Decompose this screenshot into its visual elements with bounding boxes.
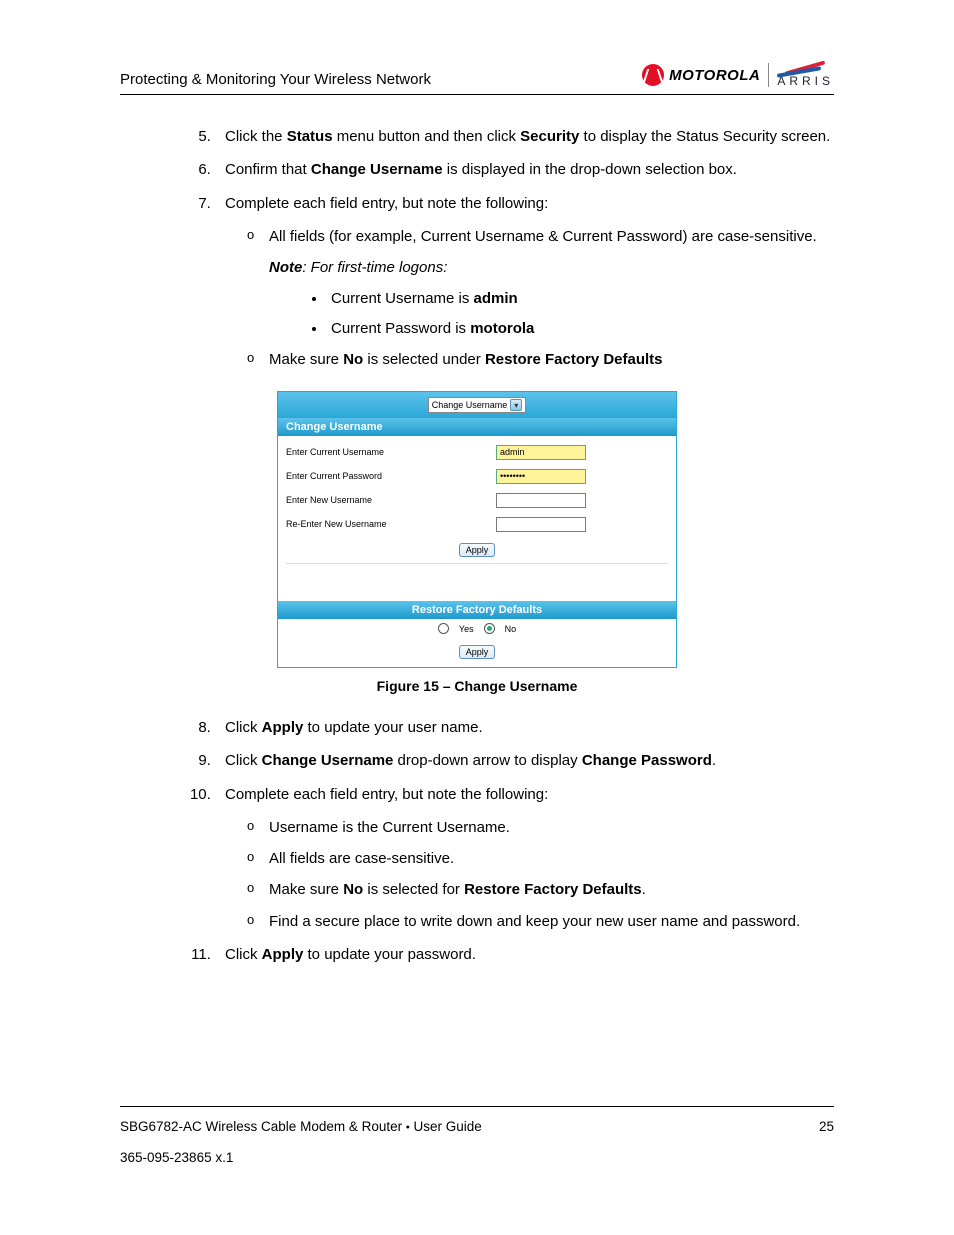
- text-bold: Security: [520, 128, 579, 145]
- text: Click: [225, 752, 262, 769]
- apply-username-button[interactable]: Apply: [459, 543, 496, 557]
- row-current-username: Enter Current Username admin: [286, 440, 668, 464]
- text-bold: Restore Factory Defaults: [464, 881, 642, 898]
- section-title: Protecting & Monitoring Your Wireless Ne…: [120, 71, 431, 88]
- text: Click the: [225, 128, 287, 145]
- footer-doc-id: 365-095-23865 x.1: [120, 1150, 834, 1165]
- row-current-password: Enter Current Password ••••••••: [286, 464, 668, 488]
- text: Current Username is: [331, 290, 474, 307]
- figure-caption: Figure 15 – Change Username: [120, 678, 834, 694]
- field-label: Enter Current Password: [286, 471, 496, 481]
- header-rule: [120, 94, 834, 95]
- text-bold: Change Username: [262, 752, 394, 769]
- text: .: [712, 752, 716, 769]
- text: Current Password is: [331, 320, 470, 337]
- step-11: Click Apply to update your password.: [215, 943, 834, 966]
- note-label: Note: [269, 259, 302, 276]
- page-footer: SBG6782-AC Wireless Cable Modem & Router…: [120, 1106, 834, 1165]
- step-9: Click Change Username drop-down arrow to…: [215, 749, 834, 772]
- radio-yes[interactable]: [438, 623, 449, 634]
- reenter-username-input[interactable]: [496, 517, 586, 532]
- current-password-input[interactable]: ••••••••: [496, 469, 586, 484]
- text: Complete each field entry, but note the …: [225, 786, 548, 803]
- instruction-list-continued: Click Apply to update your user name. Cl…: [120, 716, 834, 966]
- action-dropdown[interactable]: Change Username ▾: [428, 397, 527, 413]
- current-username-input[interactable]: admin: [496, 445, 586, 460]
- row-new-username: Enter New Username: [286, 488, 668, 512]
- motorola-icon: [642, 64, 664, 86]
- arris-swoosh-icon: [777, 62, 831, 74]
- step-10: Complete each field entry, but note the …: [215, 783, 834, 933]
- field-label: Enter Current Username: [286, 447, 496, 457]
- text: is displayed in the drop-down selection …: [443, 161, 737, 178]
- step-7: Complete each field entry, but note the …: [215, 192, 834, 372]
- bullet-username: Current Username is admin: [327, 287, 834, 310]
- arris-logo: ARRIS: [777, 62, 834, 88]
- text: Confirm that: [225, 161, 311, 178]
- text: to display the Status Security screen.: [579, 128, 830, 145]
- step-10-sub-1: Username is the Current Username.: [247, 816, 834, 839]
- footer-rule: [120, 1106, 834, 1107]
- footer-product: SBG6782-AC Wireless Cable Modem & Router…: [120, 1119, 482, 1134]
- step-10-sub-4: Find a secure place to write down and ke…: [247, 910, 834, 933]
- step-5: Click the Status menu button and then cl…: [215, 125, 834, 148]
- panel-spacer: [286, 563, 668, 597]
- bullet-password: Current Password is motorola: [327, 317, 834, 340]
- chevron-down-icon[interactable]: ▾: [510, 399, 522, 411]
- text-bold: Apply: [262, 719, 304, 736]
- text: is selected under: [363, 351, 485, 368]
- text-bold: Change Password: [582, 752, 712, 769]
- text: drop-down arrow to display: [393, 752, 581, 769]
- radio-no-label: No: [505, 624, 517, 634]
- text-bold: No: [343, 881, 363, 898]
- apply-restore-button[interactable]: Apply: [459, 645, 496, 659]
- text: is selected for: [363, 881, 464, 898]
- text: Complete each field entry, but note the …: [225, 195, 548, 212]
- text-bold: admin: [474, 290, 518, 307]
- note-text: : For first-time logons:: [302, 259, 447, 276]
- field-label: Re-Enter New Username: [286, 519, 496, 529]
- text-bold: Change Username: [311, 161, 443, 178]
- step-10-sub-2: All fields are case-sensitive.: [247, 847, 834, 870]
- change-username-panel: Change Username ▾ Change Username Enter …: [277, 391, 677, 668]
- text-bold: motorola: [470, 320, 534, 337]
- text: .: [642, 881, 646, 898]
- motorola-logo: MOTOROLA: [642, 64, 760, 86]
- page-number: 25: [819, 1119, 834, 1134]
- text: Make sure: [269, 881, 343, 898]
- restore-defaults-title: Restore Factory Defaults: [278, 601, 676, 619]
- text: Click: [225, 719, 262, 736]
- restore-defaults-radios: Yes No: [278, 619, 676, 638]
- panel-dropdown-strip: Change Username ▾: [278, 392, 676, 418]
- text: menu button and then click: [333, 128, 521, 145]
- text-bold: Restore Factory Defaults: [485, 351, 663, 368]
- brand-logos: MOTOROLA ARRIS: [642, 62, 834, 88]
- instruction-list: Click the Status menu button and then cl…: [120, 125, 834, 371]
- dropdown-label: Change Username: [432, 400, 508, 410]
- change-username-title: Change Username: [278, 418, 676, 436]
- new-username-input[interactable]: [496, 493, 586, 508]
- text-bold: Apply: [262, 946, 304, 963]
- text-bold: Status: [287, 128, 333, 145]
- step-7-sub-2: Make sure No is selected under Restore F…: [247, 348, 834, 371]
- row-reenter-username: Re-Enter New Username: [286, 512, 668, 536]
- footer-guide-text: User Guide: [414, 1119, 482, 1134]
- footer-bullet: •: [406, 1121, 410, 1133]
- text: Click: [225, 946, 262, 963]
- radio-yes-label: Yes: [459, 624, 474, 634]
- text: to update your password.: [303, 946, 476, 963]
- footer-product-text: SBG6782-AC Wireless Cable Modem & Router: [120, 1119, 402, 1134]
- field-label: Enter New Username: [286, 495, 496, 505]
- motorola-text: MOTOROLA: [669, 67, 760, 84]
- step-8: Click Apply to update your user name.: [215, 716, 834, 739]
- step-7-sub-1: All fields (for example, Current Usernam…: [247, 225, 834, 340]
- text: All fields (for example, Current Usernam…: [269, 228, 817, 245]
- step-10-sub-3: Make sure No is selected for Restore Fac…: [247, 878, 834, 901]
- radio-no[interactable]: [484, 623, 495, 634]
- text-bold: No: [343, 351, 363, 368]
- logo-divider: [768, 63, 769, 87]
- text: to update your user name.: [303, 719, 482, 736]
- text: Make sure: [269, 351, 343, 368]
- step-6: Confirm that Change Username is displaye…: [215, 158, 834, 181]
